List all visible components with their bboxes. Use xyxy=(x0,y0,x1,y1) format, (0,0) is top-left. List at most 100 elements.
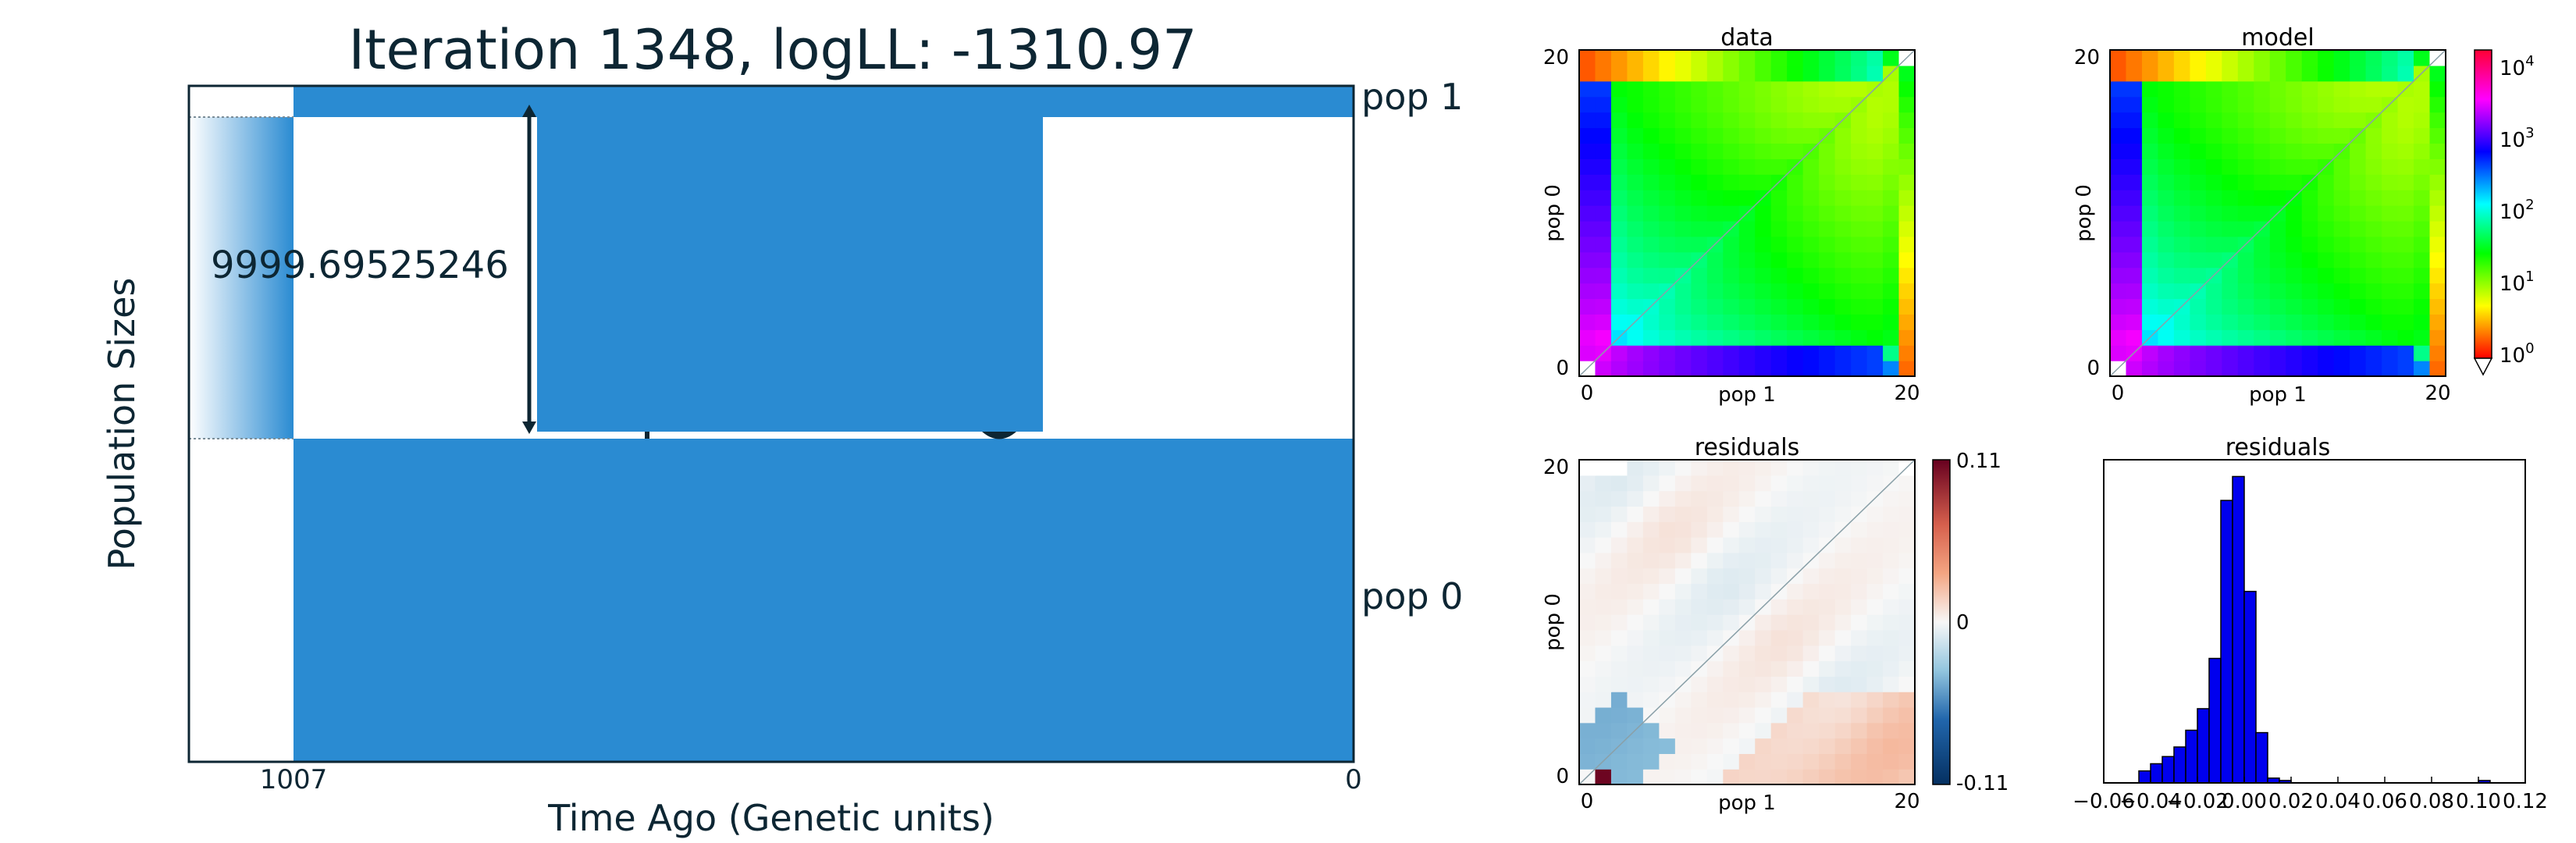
data-cell-12-4 xyxy=(1770,298,1788,315)
residual-cell-4-5 xyxy=(1642,692,1660,708)
model-cell-18-14 xyxy=(2397,143,2414,159)
residual-cell-12-18 xyxy=(1770,490,1788,507)
data-cell-7-4 xyxy=(1691,298,1708,315)
residual-cell-7-4 xyxy=(1691,706,1708,724)
data-cell-3-15 xyxy=(1627,127,1644,144)
histogram-xtick-label-2: −0.02 xyxy=(2166,790,2229,813)
model-cell-5-11 xyxy=(2190,190,2207,206)
model-cell-0-5 xyxy=(2110,283,2127,300)
residual-cell-3-17 xyxy=(1627,506,1644,522)
model-cell-11-16 xyxy=(2286,112,2303,129)
model-cell-13-19 xyxy=(2318,65,2335,82)
data-cell-8-2 xyxy=(1706,329,1724,346)
data-cell-17-1 xyxy=(1851,345,1868,361)
residual-cell-3-16 xyxy=(1627,521,1644,538)
residual-cell-13-7 xyxy=(1787,660,1804,677)
residual-cell-12-19 xyxy=(1770,475,1788,492)
data-cell-18-7 xyxy=(1866,251,1884,269)
data-cell-18-1 xyxy=(1866,345,1884,361)
residual-cell-17-18 xyxy=(1851,490,1868,507)
residual-cell-14-7 xyxy=(1802,660,1820,677)
model-cell-6-3 xyxy=(2205,314,2222,330)
heatmap-data-ylabel: pop 0 xyxy=(1542,184,1565,242)
model-cell-18-17 xyxy=(2397,96,2414,113)
residual-cell-8-12 xyxy=(1706,583,1724,599)
residual-cell-20-10 xyxy=(1898,614,1916,631)
data-cell-20-1 xyxy=(1898,345,1916,361)
residual-cell-10-5 xyxy=(1738,692,1756,708)
data-cell-17-9 xyxy=(1851,220,1868,237)
data-cell-11-18 xyxy=(1755,80,1772,98)
residual-cell-11-14 xyxy=(1755,552,1772,569)
data-cell-0-12 xyxy=(1579,174,1596,190)
model-cell-10-16 xyxy=(2269,112,2286,129)
data-cell-15-19 xyxy=(1819,65,1836,82)
data-cell-6-17 xyxy=(1674,96,1692,113)
data-cell-1-2 xyxy=(1595,329,1612,346)
residual-cell-12-15 xyxy=(1770,537,1788,553)
data-cell-14-4 xyxy=(1802,298,1820,315)
model-cell-8-9 xyxy=(2237,220,2254,237)
heatmap-model-cells xyxy=(2110,50,2446,377)
data-cell-6-16 xyxy=(1674,112,1692,129)
model-cell-19-0 xyxy=(2414,361,2431,377)
residual-cell-11-13 xyxy=(1755,567,1772,585)
residual-cell-13-17 xyxy=(1787,506,1804,522)
model-cell-19-18 xyxy=(2414,80,2431,98)
histogram-bar-1 xyxy=(2150,763,2163,784)
model-cell-10-3 xyxy=(2269,314,2286,330)
residual-cell-0-11 xyxy=(1579,599,1596,615)
residual-cell-17-10 xyxy=(1851,614,1868,631)
model-cell-19-7 xyxy=(2414,251,2431,269)
model-cell-1-9 xyxy=(2126,220,2143,237)
model-cell-19-1 xyxy=(2414,345,2431,361)
data-cell-0-20 xyxy=(1579,50,1596,66)
data-cell-17-11 xyxy=(1851,190,1868,206)
residual-cell-19-10 xyxy=(1883,614,1900,631)
residual-cell-11-7 xyxy=(1755,660,1772,677)
data-cell-13-19 xyxy=(1787,65,1804,82)
model-cell-17-11 xyxy=(2382,190,2399,206)
data-cell-1-10 xyxy=(1595,205,1612,222)
model-cell-10-6 xyxy=(2269,267,2286,284)
model-cell-9-17 xyxy=(2254,96,2271,113)
model-cell-1-0 xyxy=(2126,361,2143,377)
residual-cell-8-14 xyxy=(1706,552,1724,569)
heatmap-model-xlabel: pop 1 xyxy=(2249,383,2307,407)
residual-cell-12-7 xyxy=(1770,660,1788,677)
residual-cell-19-12 xyxy=(1883,583,1900,599)
data-cell-7-5 xyxy=(1691,283,1708,300)
residual-cell-8-2 xyxy=(1706,738,1724,754)
model-cell-1-8 xyxy=(2126,236,2143,253)
heatmap-residuals-ytick-20: 20 xyxy=(1543,456,1569,479)
data-cell-6-20 xyxy=(1674,50,1692,66)
residual-cell-7-6 xyxy=(1691,676,1708,692)
model-cell-0-11 xyxy=(2110,190,2127,206)
data-cell-19-13 xyxy=(1883,158,1900,175)
residual-cell-1-18 xyxy=(1595,490,1612,507)
data-cell-3-19 xyxy=(1627,65,1644,82)
model-cell-15-2 xyxy=(2350,329,2367,346)
residual-cell-9-6 xyxy=(1723,676,1740,692)
model-cell-14-18 xyxy=(2333,80,2350,98)
data-cell-19-4 xyxy=(1883,298,1900,315)
residual-cell-10-12 xyxy=(1738,583,1756,599)
data-cell-7-15 xyxy=(1691,127,1708,144)
data-cell-18-5 xyxy=(1866,283,1884,300)
model-colorbar: 104 103 102 101 100 xyxy=(2473,49,2535,376)
residual-cell-11-17 xyxy=(1755,506,1772,522)
residual-cell-0-18 xyxy=(1579,490,1596,507)
model-cell-17-2 xyxy=(2382,329,2399,346)
data-cell-15-3 xyxy=(1819,314,1836,330)
model-cell-12-18 xyxy=(2301,80,2318,98)
model-cell-6-16 xyxy=(2205,112,2222,129)
model-cell-1-14 xyxy=(2126,143,2143,159)
residual-cell-15-11 xyxy=(1819,599,1836,615)
residual-cell-13-3 xyxy=(1787,722,1804,739)
data-cell-6-18 xyxy=(1674,80,1692,98)
model-cell-15-20 xyxy=(2350,50,2367,66)
model-cell-15-16 xyxy=(2350,112,2367,129)
residual-cell-13-19 xyxy=(1787,475,1804,492)
data-cell-1-12 xyxy=(1595,174,1612,190)
model-cell-0-2 xyxy=(2110,329,2127,346)
